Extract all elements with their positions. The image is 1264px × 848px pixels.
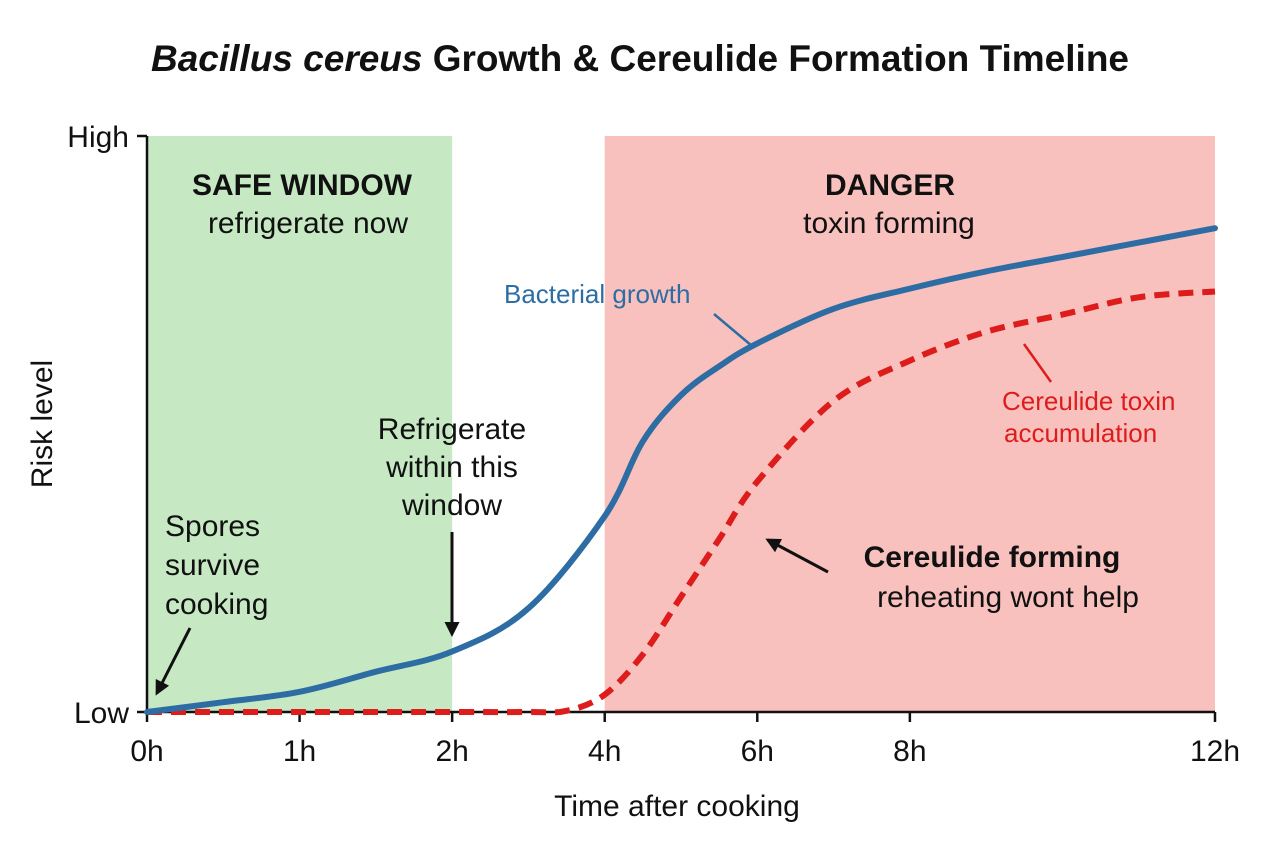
bacterial-growth-leader-line — [713, 313, 753, 347]
chart-title-italic: Bacillus cereus — [151, 38, 422, 79]
x-tick-label: 12h — [1190, 735, 1240, 768]
x-tick-label: 6h — [741, 735, 774, 768]
bacterial-growth-label-group: Bacterial growth — [504, 279, 753, 347]
x-tick-label: 1h — [283, 735, 316, 768]
annotation-cereulide-forming: Cereulide forming reheating wont help — [765, 538, 1139, 614]
x-tick-label: 8h — [893, 735, 926, 768]
cereulide-toxin-label-line-1: Cereulide toxin — [1002, 386, 1175, 416]
series-layer — [144, 225, 1218, 716]
safe-window-zone — [147, 136, 453, 712]
cereulide-toxin-label-line-2: accumulation — [1004, 418, 1157, 448]
chart-title: Bacillus cereus Growth & Cereulide Forma… — [151, 38, 1129, 79]
danger-heading: DANGER — [825, 169, 955, 202]
bacterial-growth-label: Bacterial growth — [504, 279, 690, 309]
y-tick-label: Low — [74, 697, 129, 730]
annotation-spores-line-3: cooking — [165, 588, 268, 621]
x-axis-title: Time after cooking — [554, 790, 800, 823]
annotation-cereulide-arrow — [765, 538, 829, 574]
annotation-spores-line-1: Spores — [165, 510, 260, 543]
y-axis-title: Risk level — [26, 360, 59, 488]
x-tick-label: 0h — [130, 735, 163, 768]
safe-window-subheading: refrigerate now — [208, 207, 408, 240]
cereulide-toxin-label-group: Cereulide toxin accumulation — [1002, 343, 1175, 448]
chart-title-rest: Growth & Cereulide Formation Timeline — [422, 38, 1129, 79]
annotation-refrigerate-line-3: window — [401, 489, 502, 522]
cereulide-toxin-leader-line — [1022, 343, 1053, 383]
danger-subheading: toxin forming — [803, 207, 975, 240]
annotation-spores-line-2: survive — [165, 549, 260, 582]
zones-layer: SAFE WINDOW refrigerate now DANGER toxin fo… — [147, 136, 1215, 712]
safe-window-heading: SAFE WINDOW — [192, 169, 413, 202]
annotation-cereulide-heading: Cereulide forming — [864, 541, 1121, 574]
annotation-spores-arrow — [155, 627, 192, 696]
annotation-cereulide-sub: reheating wont help — [877, 581, 1139, 614]
annotation-refrigerate-line-2: within this — [385, 451, 518, 484]
annotation-refrigerate-line-1: Refrigerate — [378, 413, 526, 446]
annotation-refrigerate: Refrigerate within this window — [378, 413, 526, 637]
x-tick-label: 4h — [588, 735, 621, 768]
x-tick-label: 2h — [435, 735, 468, 768]
ticks-layer: 0h 1h 2h 4h 6h 8h 12h Low High — [67, 121, 1240, 768]
annotation-spores: Spores survive cooking — [155, 510, 268, 696]
bacterial-growth-line — [144, 225, 1218, 715]
danger-zone — [604, 136, 1215, 712]
y-tick-label: High — [67, 121, 129, 154]
